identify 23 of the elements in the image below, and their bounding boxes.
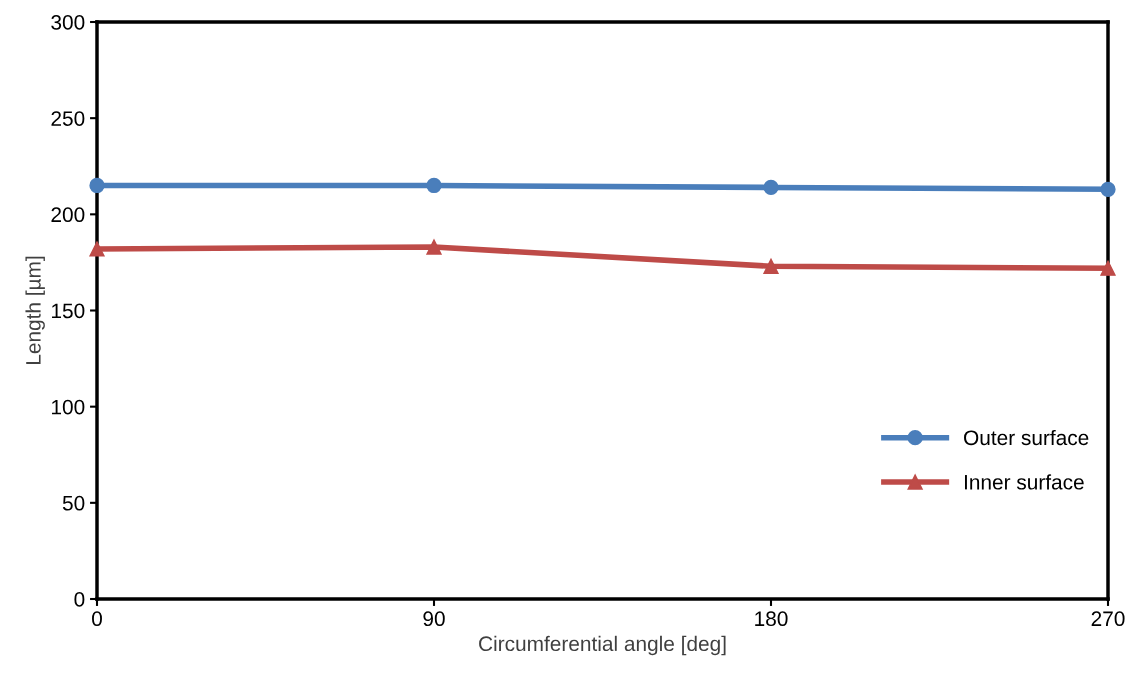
legend-label: Inner surface <box>964 474 1084 490</box>
x-tick-label: 0 <box>92 611 102 627</box>
y-tick-label: 200 <box>51 207 85 223</box>
point <box>426 177 442 194</box>
point <box>763 179 779 196</box>
y-tick-label: 150 <box>52 303 85 319</box>
x-tick-label: 270 <box>1091 611 1125 627</box>
y-axis-title: Length [µm] <box>25 256 45 365</box>
point <box>1100 260 1116 276</box>
point <box>763 258 779 274</box>
legend-label: Outer surface <box>964 429 1089 446</box>
point <box>426 239 442 255</box>
point <box>89 241 105 257</box>
y-tick-label: 300 <box>51 15 85 30</box>
y-tick-label: 250 <box>51 111 85 126</box>
y-tick-label: 0 <box>74 592 85 607</box>
x-tick-label: 180 <box>755 611 788 627</box>
point <box>1100 181 1116 197</box>
x-tick-label: 90 <box>423 611 445 627</box>
x-axis-title: Circumferential angle [deg] <box>479 635 726 656</box>
point <box>89 177 105 194</box>
y-tick-label: 50 <box>62 495 85 511</box>
y-tick-label: 100 <box>52 399 85 415</box>
